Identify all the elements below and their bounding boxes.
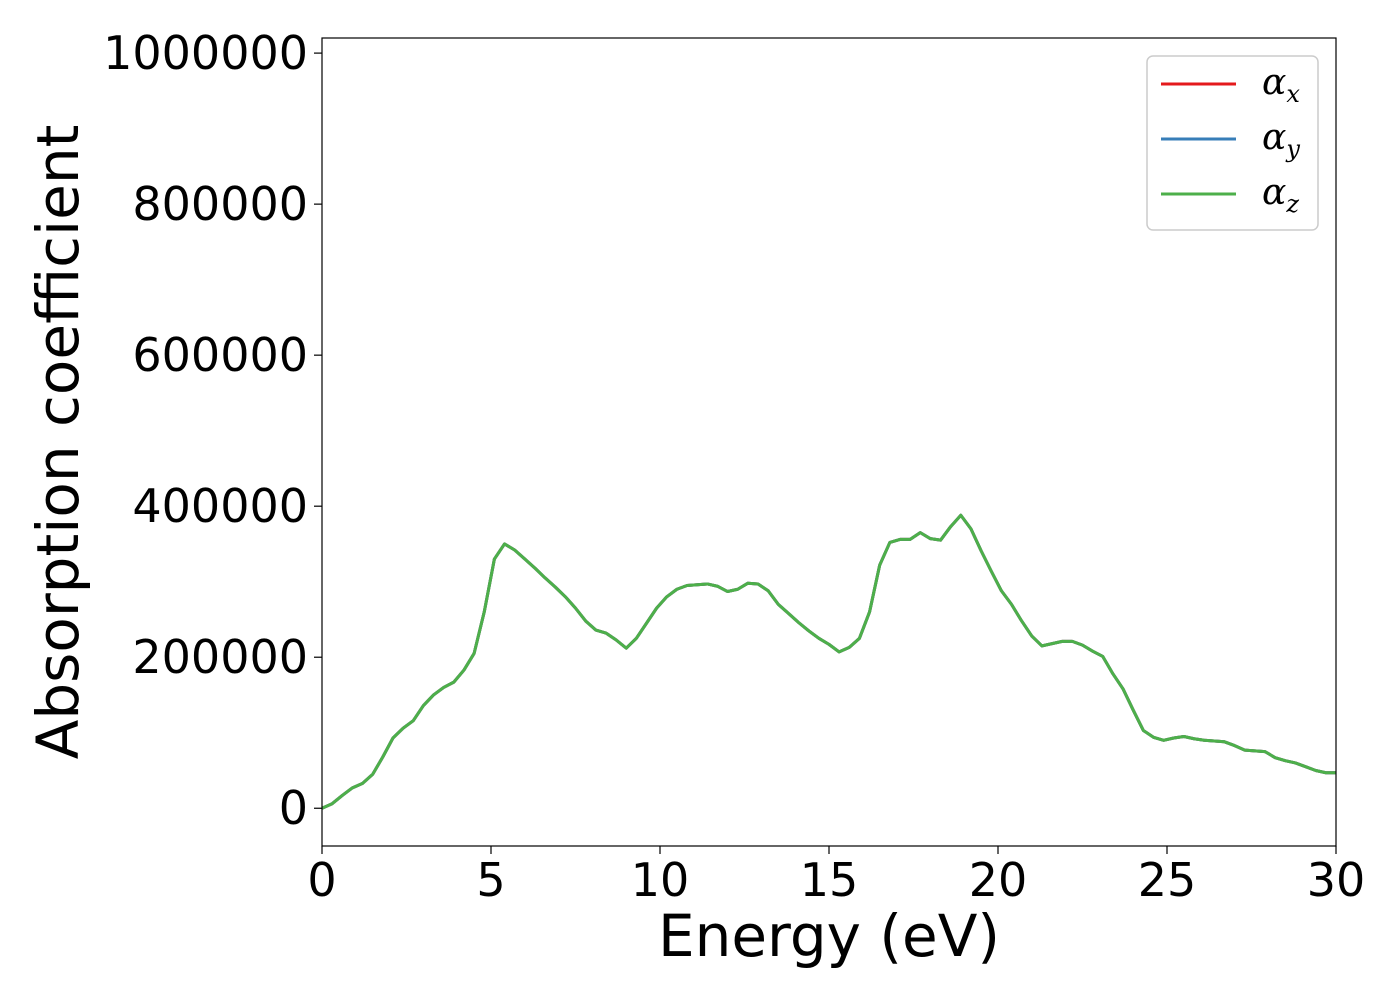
y-tick-label: 200000 [132,630,308,684]
legend-subscript: y [1285,135,1300,163]
x-tick-label: 25 [1138,853,1197,907]
x-tick-label: 30 [1307,853,1366,907]
series-line-x [321,513,1336,810]
y-tick-label: 600000 [132,328,308,382]
legend-subscript: x [1286,80,1300,108]
legend-symbol: α [1262,117,1286,158]
series-lines [321,513,1336,810]
y-tick-label: 400000 [132,479,308,533]
legend-subscript: z [1285,190,1299,218]
legend-symbol: α [1262,62,1286,103]
series-line-z [321,513,1336,810]
x-tick-label: 15 [800,853,859,907]
plot-frame [321,37,1337,847]
legend-label-y: αy [1262,117,1300,163]
x-tick-label: 10 [631,853,690,907]
y-tick-label: 0 [279,781,308,835]
x-axis-title: Energy (eV) [658,902,1000,970]
axis-ticks: 0 5 10 15 20 25 30 0 200000 400000 600000 800000 100… [103,26,1365,907]
legend-symbol: α [1262,172,1286,213]
legend-box [1146,55,1319,231]
x-tick-label: 0 [307,853,336,907]
y-tick-label: 800000 [132,177,308,231]
y-tick-label: 1000000 [103,26,308,80]
y-axis-title: Absorption coefficient [24,125,92,760]
series-line-y [321,513,1336,810]
legend-label-z: αz [1262,172,1299,218]
x-tick-label: 5 [476,853,505,907]
legend-label-x: αx [1262,62,1300,108]
x-tick-label: 20 [969,853,1028,907]
